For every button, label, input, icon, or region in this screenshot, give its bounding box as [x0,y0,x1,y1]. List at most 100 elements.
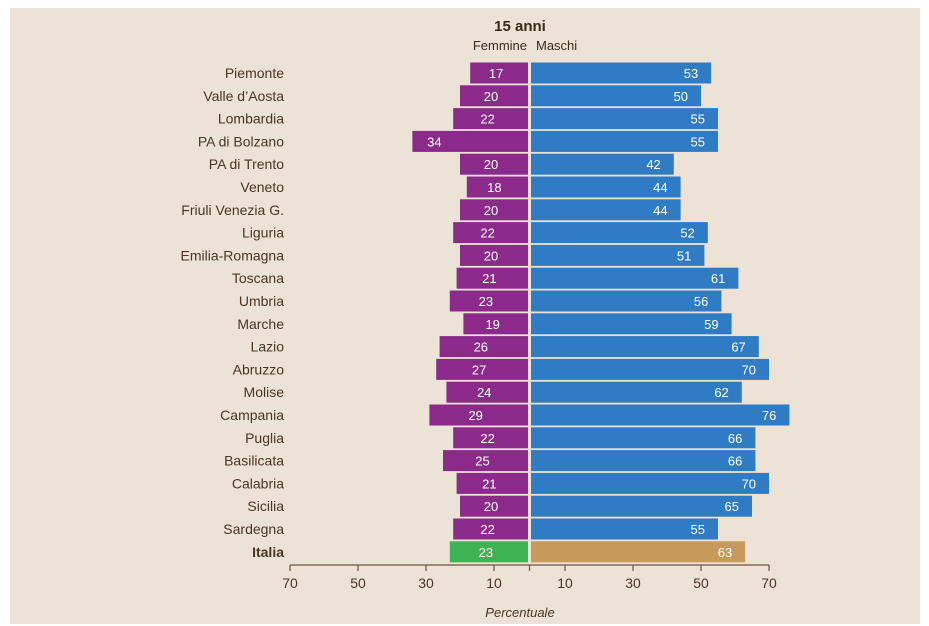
category-label-pa-di-trento: PA di Trento [209,156,284,172]
bar-maschi-emilia-romagna [531,244,705,266]
category-label-veneto: Veneto [240,179,284,195]
value-maschi-valle-d-aosta: 50 [674,89,688,104]
value-maschi-sicilia: 65 [725,499,739,514]
value-femmine-abruzzo: 27 [472,362,486,377]
value-maschi-lazio: 67 [731,340,745,355]
value-femmine-marche: 19 [485,317,499,332]
bar-femmine-marche [463,313,528,335]
value-femmine-pa-di-trento: 20 [484,157,498,172]
category-label-liguria: Liguria [242,225,284,241]
bar-femmine-lombardia [453,108,528,130]
bar-maschi-molise [531,381,742,403]
category-label-calabria: Calabria [232,475,284,491]
value-maschi-marche: 59 [704,317,718,332]
bar-maschi-piemonte [531,62,712,84]
legend-maschi: Maschi [536,38,577,53]
x-tick-label-right-50: 50 [693,575,709,591]
x-tick-label-right-30: 30 [625,575,641,591]
value-maschi-calabria: 70 [742,476,756,491]
value-femmine-toscana: 21 [482,271,496,286]
bar-femmine-friuli-venezia-g [460,199,528,221]
bar-maschi-sicilia [531,495,752,517]
category-label-pa-di-bolzano: PA di Bolzano [198,133,284,149]
category-label-sardegna: Sardegna [223,521,284,537]
value-femmine-molise: 24 [477,385,491,400]
x-tick-label-left-70: 70 [282,575,298,591]
value-maschi-pa-di-trento: 42 [646,157,660,172]
bar-maschi-marche [531,313,732,335]
bar-femmine-molise [446,381,528,403]
bar-femmine-valle-d-aosta [460,85,528,107]
bar-maschi-friuli-venezia-g [531,199,681,221]
value-maschi-toscana: 61 [711,271,725,286]
bar-femmine-puglia [453,427,528,449]
bar-femmine-emilia-romagna [460,244,528,266]
value-maschi-umbria: 56 [694,294,708,309]
bar-femmine-toscana [456,267,528,289]
bar-maschi-basilicata [531,450,756,472]
bar-femmine-abruzzo [436,358,528,380]
category-label-piemonte: Piemonte [225,65,284,81]
category-label-emilia-romagna: Emilia-Romagna [181,247,285,263]
value-femmine-veneto: 18 [487,180,501,195]
value-femmine-emilia-romagna: 20 [484,248,498,263]
bar-femmine-campania [429,404,528,426]
value-femmine-puglia: 22 [480,431,494,446]
category-label-valle-d-aosta: Valle d’Aosta [203,88,284,104]
category-labels: Piemonte Valle d’Aosta Lombardia PA di Bolz… [181,65,285,560]
value-femmine-campania: 29 [468,408,482,423]
value-femmine-italia: 23 [479,545,493,560]
bar-femmine-italia [449,541,528,563]
pyramid-chart: 15 anni Femmine Maschi 17 53 20 50 22 55 34 55 2… [181,18,790,620]
x-tick-label-right-10: 10 [557,575,573,591]
bar-femmine-lazio [439,336,528,358]
value-maschi-emilia-romagna: 51 [677,248,691,263]
category-label-italia: Italia [252,544,284,560]
category-label-marche: Marche [237,316,284,332]
value-maschi-piemonte: 53 [684,66,698,81]
bar-maschi-valle-d-aosta [531,85,701,107]
bar-femmine-veneto [466,176,528,198]
value-femmine-friuli-venezia-g: 20 [484,203,498,218]
category-label-molise: Molise [244,384,285,400]
bar-maschi-italia [531,541,746,563]
bars-group: 17 53 20 50 22 55 34 55 20 42 18 44 20 44 22 52 20 51 21 61… [412,62,790,563]
value-maschi-lombardia: 55 [691,112,705,127]
value-maschi-sardegna: 55 [691,522,705,537]
value-maschi-abruzzo: 70 [742,362,756,377]
bar-maschi-pa-di-bolzano [531,130,718,152]
value-femmine-sardegna: 22 [480,522,494,537]
value-maschi-friuli-venezia-g: 44 [653,203,667,218]
bar-maschi-campania [531,404,790,426]
value-maschi-italia: 63 [718,545,732,560]
bar-femmine-pa-di-bolzano [412,130,528,152]
category-label-umbria: Umbria [239,293,284,309]
bar-maschi-veneto [531,176,681,198]
bar-maschi-pa-di-trento [531,153,674,175]
category-label-lombardia: Lombardia [218,111,284,127]
value-maschi-puglia: 66 [728,431,742,446]
x-axis: 70 50 30 10 10 30 50 70 [282,564,777,591]
bar-maschi-lombardia [531,108,718,130]
bar-maschi-umbria [531,290,722,312]
chart-title: 15 anni [494,18,546,35]
chart-frame: 15 anni Femmine Maschi 17 53 20 50 22 55 34 55 2… [10,8,920,624]
bar-femmine-calabria [456,472,528,494]
value-femmine-liguria: 22 [480,226,494,241]
bar-maschi-abruzzo [531,358,769,380]
x-tick-label-left-30: 30 [418,575,434,591]
x-tick-label-right-70: 70 [761,575,777,591]
bar-maschi-calabria [531,472,769,494]
value-maschi-liguria: 52 [680,226,694,241]
category-label-friuli-venezia-g: Friuli Venezia G. [181,202,284,218]
x-tick-label-left-50: 50 [350,575,366,591]
bar-femmine-liguria [453,222,528,244]
value-maschi-pa-di-bolzano: 55 [691,134,705,149]
category-label-puglia: Puglia [245,430,284,446]
category-label-lazio: Lazio [251,339,285,355]
value-maschi-basilicata: 66 [728,454,742,469]
bar-maschi-puglia [531,427,756,449]
value-femmine-piemonte: 17 [489,66,503,81]
value-maschi-campania: 76 [762,408,776,423]
value-femmine-lombardia: 22 [480,112,494,127]
